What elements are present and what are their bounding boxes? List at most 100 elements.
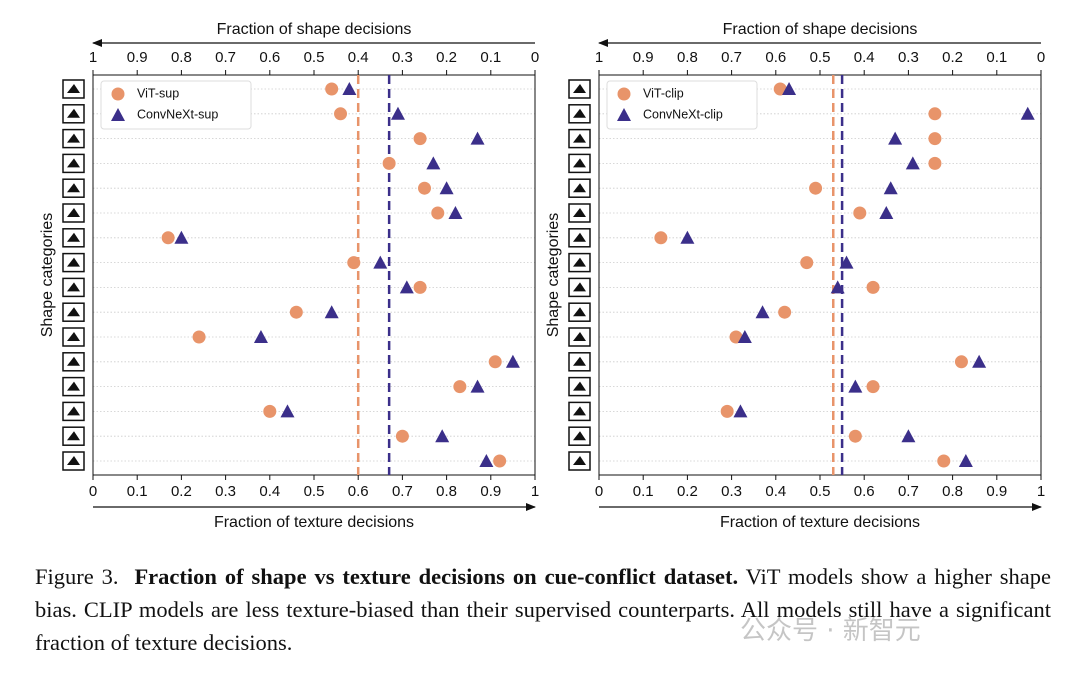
triangle-marker	[883, 181, 898, 195]
category-glyph	[573, 307, 586, 317]
triangle-marker	[505, 354, 520, 368]
category-glyph	[67, 183, 80, 193]
x2-tick-label: 0.3	[392, 49, 413, 66]
category-glyph	[573, 84, 586, 93]
triangle-marker	[755, 305, 770, 319]
x-tick-label: 0.6	[854, 483, 875, 500]
figure: 0 0.1 0.2 0.3 0.4 0.5 0.6 0.7 0.8 0.9 1 Fraction of…	[39, 21, 1045, 531]
category-glyph	[67, 108, 80, 118]
x-tick-label: 0.1	[633, 483, 654, 500]
triangle-marker	[901, 429, 916, 443]
category-glyph	[67, 406, 80, 416]
y-axis-label: Shape categories	[39, 213, 56, 338]
triangle-marker	[324, 305, 339, 319]
x2-tick-label: 0.2	[436, 49, 457, 66]
circle-marker	[617, 87, 631, 101]
x2-tick-label: 1	[595, 49, 603, 66]
triangle-marker	[958, 454, 973, 467]
x2-tick-label: 0.8	[171, 49, 192, 66]
triangle-marker	[617, 108, 631, 121]
circle-marker	[937, 454, 951, 468]
triangle-marker	[782, 82, 797, 95]
triangle-marker	[435, 429, 450, 443]
triangle-marker	[390, 106, 405, 120]
category-glyph	[573, 332, 586, 341]
legend-label: ConvNeXt-clip	[643, 107, 723, 121]
category-glyph	[67, 456, 80, 465]
circle-marker	[809, 181, 823, 195]
x-tick-label: 0.4	[765, 483, 786, 500]
x2-axis-label: Fraction of shape decisions	[217, 21, 412, 38]
triangle-marker	[848, 379, 863, 393]
triangle-marker	[111, 108, 125, 121]
x2-tick-label: 0.4	[854, 49, 875, 66]
circle-marker	[334, 107, 348, 121]
category-glyph	[67, 232, 80, 242]
x-tick-label: 0.5	[304, 483, 325, 500]
circle-marker	[928, 156, 942, 170]
triangle-marker	[399, 280, 414, 294]
x-tick-label: 0.2	[171, 483, 192, 500]
triangle-marker	[426, 156, 441, 170]
x2-tick-label: 0.9	[633, 49, 654, 66]
x-tick-label: 0.3	[721, 483, 742, 500]
x2-tick-label: 0	[531, 49, 539, 66]
circle-marker	[263, 404, 277, 418]
legend-label: ViT-clip	[643, 86, 684, 100]
triangle-marker	[839, 255, 854, 269]
x2-tick-label: 0.2	[942, 49, 963, 66]
x-tick-label: 0.7	[898, 483, 919, 500]
plot-frame	[92, 74, 536, 476]
circle-marker	[954, 355, 968, 369]
x2-tick-label: 0.6	[259, 49, 280, 66]
triangle-marker	[879, 206, 894, 219]
circle-marker	[431, 206, 445, 220]
y-axis-label: Shape categories	[545, 213, 562, 338]
x-axis-label: Fraction of texture decisions	[720, 514, 920, 531]
circle-marker	[654, 231, 668, 245]
circle-marker	[853, 206, 867, 220]
circle-marker	[418, 181, 431, 195]
triangle-marker	[737, 330, 752, 343]
circle-marker	[493, 454, 507, 468]
category-glyph	[67, 332, 80, 341]
circle-marker	[453, 380, 467, 394]
category-glyph	[573, 406, 586, 416]
category-glyph	[573, 183, 586, 193]
triangle-marker	[830, 280, 845, 294]
x-tick-label: 0.3	[215, 483, 236, 500]
circle-marker	[928, 107, 942, 121]
circle-marker	[729, 330, 743, 344]
circle-marker	[800, 256, 814, 270]
plot-frame	[598, 74, 1042, 476]
category-glyph	[67, 208, 80, 217]
legend-label: ConvNeXt-sup	[137, 107, 218, 121]
caption: Figure 3. Fraction of shape vs texture d…	[35, 560, 1051, 659]
circle-marker	[347, 256, 361, 270]
circle-marker	[866, 380, 880, 394]
category-glyph	[573, 257, 586, 267]
x-tick-label: 0.9	[480, 483, 501, 500]
x2-tick-label: 0	[1037, 49, 1045, 66]
circle-marker	[382, 156, 396, 170]
category-glyph	[573, 282, 586, 292]
circle-marker	[778, 305, 792, 319]
circle-marker	[720, 404, 734, 418]
caption-bold: Fraction of shape vs texture decisions o…	[134, 564, 739, 589]
x-tick-label: 1	[531, 483, 539, 500]
category-glyph	[573, 356, 586, 366]
triangle-marker	[342, 82, 357, 95]
x-tick-label: 0.9	[986, 483, 1007, 500]
triangle-marker	[479, 454, 494, 467]
triangle-marker	[888, 131, 903, 145]
legend-box	[606, 80, 758, 130]
x2-tick-label: 0.6	[765, 49, 786, 66]
x2-tick-label: 0.3	[898, 49, 919, 66]
category-glyph	[573, 232, 586, 242]
x-tick-label: 1	[1037, 483, 1045, 500]
category-glyph	[67, 307, 80, 317]
legend-box	[100, 80, 252, 130]
category-glyph	[67, 257, 80, 267]
circle-marker	[866, 280, 880, 294]
